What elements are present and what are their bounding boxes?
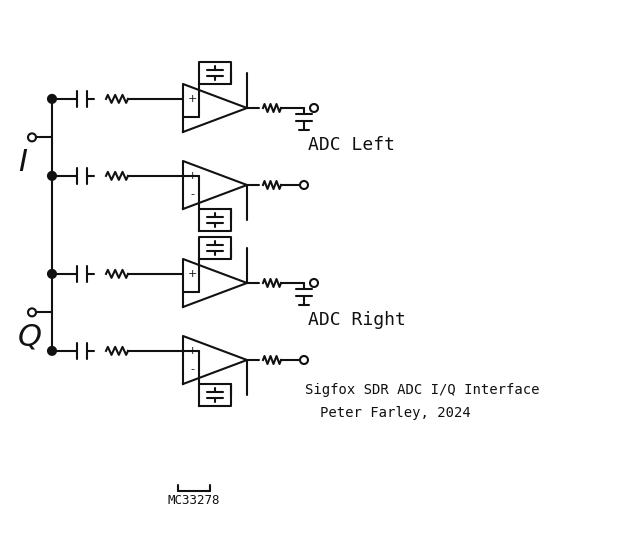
Text: -: - [190, 189, 194, 199]
Text: -: - [190, 287, 194, 297]
Text: ADC Right: ADC Right [308, 311, 406, 329]
Circle shape [310, 104, 318, 112]
Text: MC33278: MC33278 [168, 495, 220, 507]
Circle shape [49, 173, 55, 179]
Text: Sigfox SDR ADC I/Q Interface: Sigfox SDR ADC I/Q Interface [305, 383, 539, 397]
Text: ADC Left: ADC Left [308, 136, 395, 154]
Circle shape [48, 270, 56, 278]
Text: +: + [187, 346, 197, 356]
Circle shape [48, 95, 56, 103]
Text: I: I [18, 148, 27, 177]
Text: +: + [187, 171, 197, 181]
Circle shape [49, 96, 55, 102]
Text: Peter Farley, 2024: Peter Farley, 2024 [320, 406, 471, 420]
Circle shape [48, 172, 56, 180]
Text: +: + [187, 269, 197, 279]
Circle shape [300, 356, 308, 364]
Circle shape [49, 271, 55, 277]
Circle shape [310, 279, 318, 287]
Circle shape [49, 348, 55, 354]
Circle shape [28, 133, 36, 141]
Circle shape [300, 181, 308, 189]
Text: Q: Q [18, 323, 42, 351]
Text: -: - [190, 364, 194, 374]
Text: +: + [187, 94, 197, 104]
Circle shape [48, 347, 56, 355]
Text: -: - [190, 112, 194, 122]
Circle shape [28, 309, 36, 316]
